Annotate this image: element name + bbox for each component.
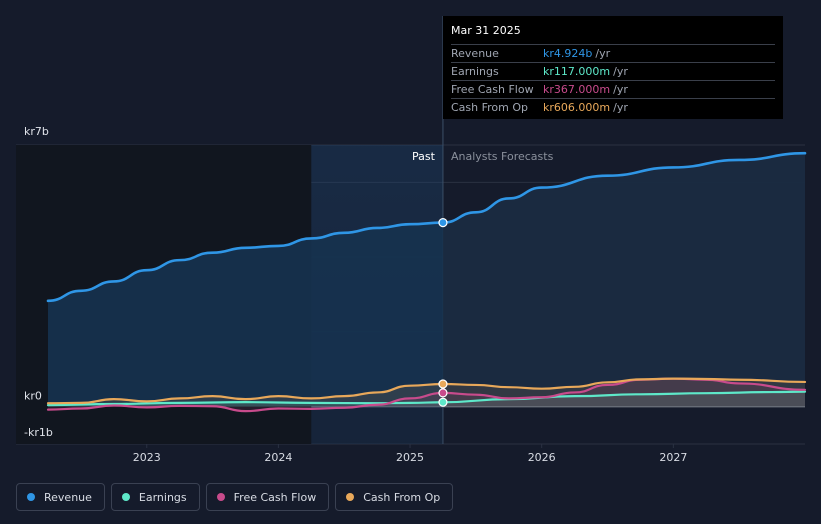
revenue-area-forecast [442,153,805,407]
series-line-earnings [46,390,807,407]
legend-label: Free Cash Flow [233,490,317,504]
tooltip-value: kr606.000m [543,101,611,114]
highlight-markers [438,217,448,407]
past-label: Past [412,150,436,163]
tooltip-value: kr117.000m [543,65,611,78]
tooltip-row-free-cash-flow: Free Cash Flow kr367.000m /yr [451,80,775,98]
highlight-marker-free-cash-flow [438,388,448,398]
legend-item-free-cash-flow[interactable]: Free Cash Flow [205,483,330,511]
legend-item-earnings[interactable]: Earnings [110,483,200,511]
y-tick-label: -kr1b [24,426,53,439]
legend-dot-icon [346,493,355,501]
highlight-marker-revenue [438,217,448,228]
series-lines [46,151,807,413]
legend-item-cash-from-op[interactable]: Cash From Op [335,483,454,511]
forecast-label: Analysts Forecasts [451,150,554,163]
tooltip-row-cash-from-op: Cash From Op kr606.000m /yr [451,98,775,116]
series-line-cash-from-op [46,377,807,405]
tooltip-row-earnings: Earnings kr117.000m /yr [451,62,775,80]
tooltip-unit: /yr [613,101,628,114]
x-tick-label: 2026 [528,451,556,464]
tooltip-panel: Mar 31 2025 Revenue kr4.924b /yr Earning… [443,16,783,119]
tooltip-value: kr4.924b [543,47,593,60]
tooltip-date: Mar 31 2025 [451,24,521,37]
legend-dot-icon [27,493,35,501]
y-tick-label: kr0 [24,390,42,403]
legend-dot-icon [121,493,130,501]
highlight-marker-earnings [438,397,448,407]
revenue-area-past [48,222,443,407]
x-tick-label: 2027 [659,451,687,464]
tooltip-label: Revenue [451,47,499,60]
tooltip-label: Cash From Op [451,101,529,114]
legend: Revenue Earnings Free Cash Flow Cash Fro… [16,483,454,511]
legend-item-revenue[interactable]: Revenue [16,483,105,511]
highlight-marker-cash-from-op [438,379,448,389]
legend-label: Cash From Op [363,490,441,504]
x-tick-label: 2025 [396,451,424,464]
legend-dot-icon [216,493,225,501]
legend-label: Revenue [44,490,92,504]
y-tick-label: kr7b [24,125,49,138]
x-tick-label: 2024 [264,451,292,464]
tooltip-unit: /yr [613,65,628,78]
tooltip-unit: /yr [595,47,611,60]
tooltip-unit: /yr [613,83,628,96]
tooltip-label: Earnings [451,65,499,78]
series-area-free-cash-flow [48,378,805,412]
tooltip-row-revenue: Revenue kr4.924b /yr [451,44,775,62]
tooltip-label: Free Cash Flow [451,83,534,96]
series-line-revenue [46,151,807,303]
legend-label: Earnings [138,490,187,504]
tooltip-value: kr367.000m [543,83,611,96]
x-tick-label: 2023 [133,451,161,464]
axis-labels: kr7b kr0 -kr1b 2023 2024 2025 2026 2027 [24,125,687,464]
